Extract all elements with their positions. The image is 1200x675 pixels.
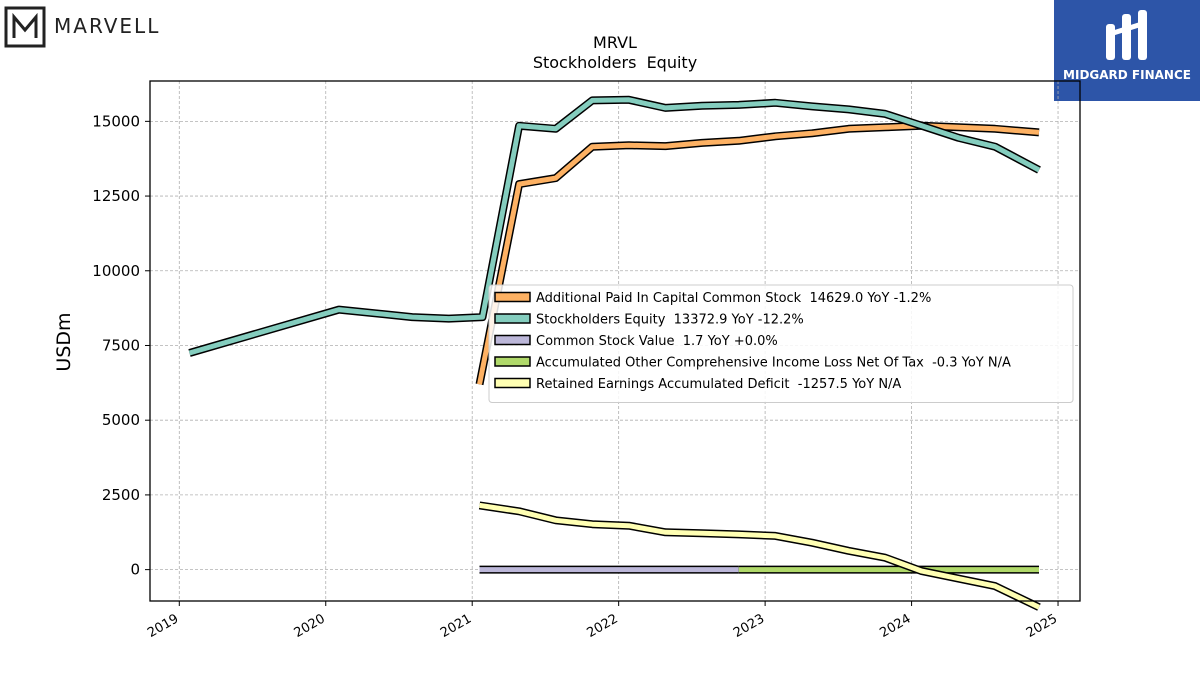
chart-subtitle: Stockholders Equity <box>533 53 697 72</box>
legend-label: Retained Earnings Accumulated Deficit -1… <box>536 377 901 392</box>
x-tick-label: 2025 <box>1024 611 1060 641</box>
midgard-emblem-icon <box>1106 10 1147 60</box>
y-axis-label: USDm <box>53 312 75 371</box>
y-tick-label: 5000 <box>102 411 140 429</box>
y-tick-label: 10000 <box>92 262 140 280</box>
series-line <box>188 97 1041 356</box>
legend-label: Accumulated Other Comprehensive Income L… <box>536 356 1011 371</box>
y-tick-label: 2500 <box>102 486 140 504</box>
watermark-text: MIDGARD FINANCE <box>1063 68 1191 82</box>
x-tick-label: 2020 <box>292 611 328 641</box>
plot-frame <box>149 80 1081 602</box>
x-tick-label: 2024 <box>877 611 913 641</box>
legend-swatch <box>494 291 531 303</box>
series-layer <box>188 95 1041 611</box>
watermark-logo: MIDGARD FINANCE <box>1054 0 1200 101</box>
legend-label: Additional Paid In Capital Common Stock … <box>536 291 931 306</box>
series-stockholders-equity <box>188 95 1041 357</box>
x-tick-label: 2019 <box>145 611 181 641</box>
legend-swatch <box>494 313 531 324</box>
y-tick-label: 7500 <box>102 336 140 354</box>
x-tick-label: 2023 <box>731 611 767 641</box>
series-retained-earnings-accumulated-deficit <box>478 501 1041 611</box>
legend-label: Stockholders Equity 13372.9 YoY -12.2% <box>536 313 804 328</box>
company-logo-text: MARVELL <box>54 14 161 38</box>
series-additional-paid-in-capital-common-stock <box>475 121 1040 386</box>
company-logo: MARVELL <box>4 6 164 48</box>
legend-swatch <box>494 377 531 389</box>
legend: Additional Paid In Capital Common Stock … <box>488 284 1074 403</box>
y-tick-label: 15000 <box>92 112 140 130</box>
marvell-m-icon <box>4 6 46 48</box>
legend-label: Common Stock Value 1.7 YoY +0.0% <box>536 334 778 349</box>
series-line <box>477 123 1040 385</box>
x-tick-label: 2022 <box>585 611 621 641</box>
legend-swatch <box>494 356 531 367</box>
legend-box <box>488 284 1074 403</box>
y-tick-label: 12500 <box>92 187 140 205</box>
series-line <box>479 502 1041 610</box>
y-tick-label: 0 <box>130 561 140 579</box>
legend-swatch <box>494 334 531 346</box>
chart-title: MRVL <box>593 33 637 52</box>
x-tick-label: 2021 <box>438 611 474 641</box>
